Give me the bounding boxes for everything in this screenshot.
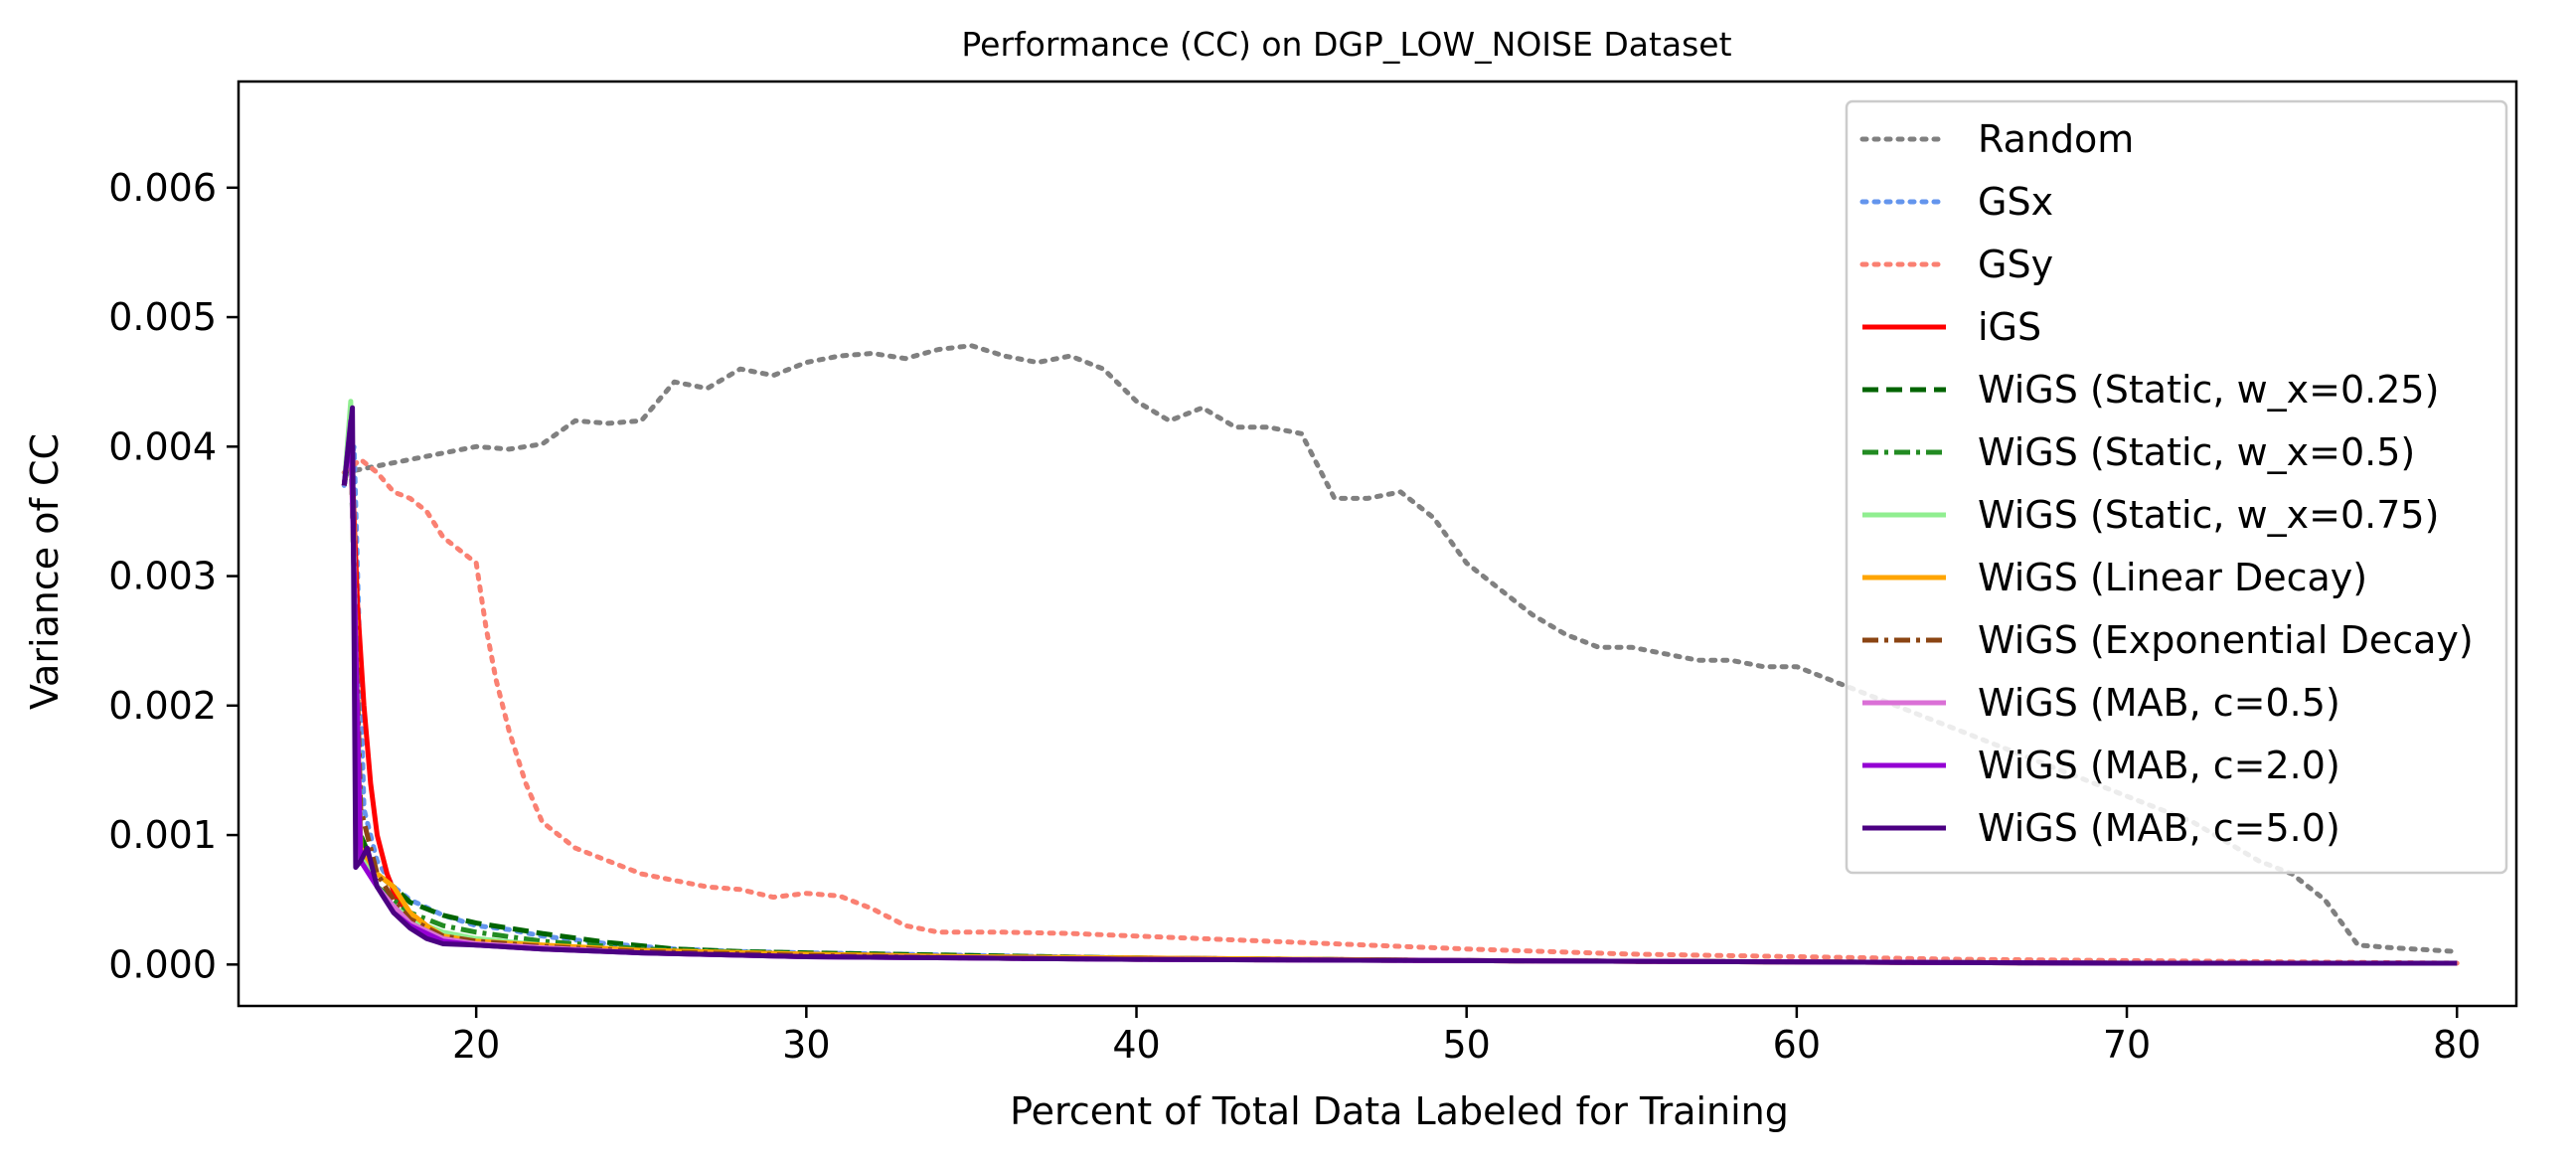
y-tick-label: 0.005 [108,295,217,339]
series-line-11 [341,405,2458,966]
legend-label-10: WiGS (MAB, c=2.0) [1978,744,2340,787]
legend-label-9: WiGS (MAB, c=0.5) [1978,681,2340,725]
legend-label-3: iGS [1978,305,2041,349]
y-axis-ticks: 0.000 0.001 0.002 0.003 0.004 0.005 0.006 [108,166,239,986]
legend-label-1: GSx [1978,180,2053,224]
y-tick-label: 0.006 [108,166,217,210]
y-tick-label: 0.004 [108,424,217,468]
series-line-2 [341,456,2460,966]
legend-label-2: GSy [1978,243,2053,286]
y-tick-label: 0.001 [108,813,217,857]
x-tick-label: 40 [1112,1023,1160,1067]
x-tick-label: 70 [2103,1023,2151,1067]
axes-frame [237,80,2518,1008]
x-tick-label: 60 [1773,1023,1821,1067]
x-tick-label: 20 [452,1023,500,1067]
chart-title: Performance (CC) on DGP_LOW_NOISE Datase… [961,25,1731,64]
y-tick-label: 0.003 [108,555,217,598]
x-axis-ticks: 20 30 40 50 60 70 80 [452,1006,2481,1067]
series-lines [341,343,2460,966]
x-axis-label: Percent of Total Data Labeled for Traini… [1010,1089,1789,1133]
plot-area [237,80,2518,1008]
x-tick-label: 80 [2433,1023,2481,1067]
legend-label-5: WiGS (Static, w_x=0.5) [1978,430,2415,474]
legend-label-7: WiGS (Linear Decay) [1978,556,2367,599]
y-axis-label: Variance of CC [23,433,67,710]
legend-label-6: WiGS (Static, w_x=0.75) [1978,493,2439,537]
x-tick-label: 30 [782,1023,830,1067]
legend-label-11: WiGS (MAB, c=5.0) [1978,806,2340,850]
legend-label-8: WiGS (Exponential Decay) [1978,618,2474,662]
y-tick-label: 0.000 [108,942,217,986]
legend-label-0: Random [1978,117,2134,161]
legend: Random GSx GSy iGS WiGS (Static, w_x=0.25) Wi… [1845,99,2508,875]
legend-label-4: WiGS (Static, w_x=0.25) [1978,368,2439,412]
x-tick-label: 50 [1443,1023,1491,1067]
legend-box [1845,99,2508,875]
y-tick-label: 0.002 [108,684,217,728]
